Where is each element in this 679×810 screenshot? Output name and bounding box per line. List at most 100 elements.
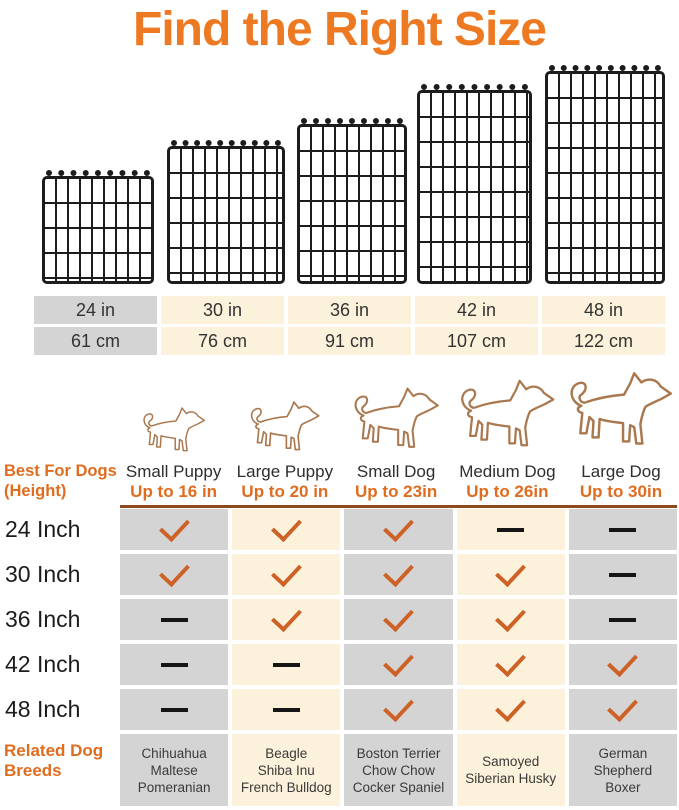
breed-line-1-2: French Bulldog (240, 779, 332, 795)
breed-line-4-2: Boxer (605, 779, 641, 795)
dash-icon (160, 617, 188, 622)
check-icon (607, 690, 639, 723)
dog-column-headers: Small Puppy Up to 16 in Large Puppy Up to … (120, 366, 677, 502)
small-dog-outline-icon (354, 387, 439, 448)
size-cell-cm-3: 107 cm (415, 327, 538, 355)
matrix-top-rule (120, 505, 677, 508)
dash-icon (272, 707, 300, 712)
matrix-cell-r2-c3 (456, 599, 565, 640)
dog-type-label-1: Large Puppy (236, 462, 334, 481)
dog-height-limit-4: Up to 30in (579, 482, 663, 501)
dog-column-1: Large Puppy Up to 20 in (231, 366, 338, 502)
matrix-cell-r3-c4 (568, 644, 677, 685)
matrix-cell-r3-c2 (344, 644, 453, 685)
check-icon (270, 510, 302, 543)
dash-icon (160, 707, 188, 712)
check-icon (383, 600, 414, 633)
dash-icon (609, 527, 637, 532)
size-table: 24 in 30 in 36 in 42 in 48 in 61 cm 76 cm 91 cm… (34, 296, 665, 355)
dog-type-label-3: Medium Dog (459, 462, 556, 481)
matrix-cell-r2-c4 (568, 599, 677, 640)
medium-dog-outline-icon (456, 366, 559, 462)
wire-crate-panel-icon-36in (297, 118, 407, 284)
breed-line-2-2: Cocker Spaniel (352, 779, 445, 795)
matrix-cell-r4-c3 (456, 689, 565, 730)
related-breeds-row: Chihuahua Maltese Pomeranian Beagle Shiba In… (120, 734, 677, 806)
dog-type-label-4: Large Dog (581, 462, 661, 481)
matrix-cell-r1-c3 (456, 554, 565, 595)
dog-column-2: Small Dog Up to 23in (343, 366, 450, 502)
row-label-48-inch: 48 Inch (5, 696, 81, 722)
breed-line-2-1: Chow Chow (362, 762, 435, 778)
check-icon (607, 645, 639, 678)
matrix-cell-r1-c0 (120, 554, 229, 595)
wire-crate-panel-icon-42in (417, 84, 532, 284)
crate-size-row-labels: 24 Inch 30 Inch 36 Inch 42 Inch 48 Inch (5, 509, 80, 730)
matrix-cell-r3-c0 (120, 644, 229, 685)
size-cell-inches-1: 30 in (161, 296, 284, 324)
large-puppy-outline-icon (250, 401, 320, 451)
small-puppy-outline-icon (140, 366, 208, 462)
matrix-cell-r4-c1 (232, 689, 341, 730)
breed-line-0-2: Pomeranian (137, 779, 211, 795)
dash-icon (272, 662, 300, 667)
matrix-cell-r0-c0 (120, 509, 229, 550)
breed-cell-1: Beagle Shiba Inu French Bulldog (232, 734, 341, 806)
best-for-dogs-label-line1: Best For Dogs (4, 462, 117, 480)
matrix-cell-r0-c4 (568, 509, 677, 550)
row-label-42-inch: 42 Inch (5, 651, 81, 677)
breed-line-0-1: Maltese (150, 762, 198, 778)
row-label-36-inch: 36 Inch (5, 606, 81, 632)
dash-icon (497, 527, 525, 532)
related-breeds-label-line1: Related Dog (4, 741, 104, 760)
breed-line-3-0: Samoyed (482, 754, 540, 769)
large-dog-outline-icon (570, 372, 673, 445)
dog-type-label-2: Small Dog (356, 462, 436, 481)
medium-dog-outline-icon (461, 379, 555, 447)
dog-column-0: Small Puppy Up to 16 in (120, 366, 227, 502)
large-dog-outline-icon (565, 366, 677, 462)
matrix-cell-r4-c2 (344, 689, 453, 730)
wire-crate-panel-icon-48in (545, 65, 665, 284)
wire-crate-panel-icon-24in (42, 170, 154, 284)
size-cell-inches-2: 36 in (288, 296, 411, 324)
breed-line-4-0: German (598, 745, 648, 761)
check-icon (495, 690, 527, 723)
check-icon (383, 555, 414, 588)
breed-cell-3: Samoyed Siberian Husky (456, 734, 565, 806)
matrix-cell-r4-c0 (120, 689, 229, 730)
large-puppy-outline-icon (247, 366, 323, 462)
breed-line-4-1: Shepherd (593, 762, 653, 778)
breed-cell-2: Boston Terrier Chow Chow Cocker Spaniel (344, 734, 453, 806)
dash-icon (609, 617, 637, 622)
size-cell-inches-3: 42 in (415, 296, 538, 324)
compatibility-matrix (120, 509, 677, 730)
dog-column-3: Medium Dog Up to 26in (454, 366, 561, 502)
size-cell-inches-4: 48 in (542, 296, 665, 324)
check-icon (383, 690, 414, 723)
breed-line-3-1: Siberian Husky (465, 771, 557, 786)
breed-cell-0: Chihuahua Maltese Pomeranian (120, 734, 229, 806)
row-label-24-inch: 24 Inch (5, 516, 81, 542)
check-icon (495, 645, 527, 678)
breed-cell-4: German Shepherd Boxer (568, 734, 677, 806)
matrix-cell-r2-c0 (120, 599, 229, 640)
check-icon (270, 600, 302, 633)
breed-line-1-0: Beagle (265, 745, 308, 761)
matrix-cell-r3-c3 (456, 644, 565, 685)
matrix-cell-r2-c2 (344, 599, 453, 640)
dog-height-limit-0: Up to 16 in (130, 482, 218, 501)
matrix-cell-r1-c4 (568, 554, 677, 595)
best-for-dogs-label-line2: (Height) (4, 482, 67, 500)
check-icon (495, 600, 527, 633)
check-icon (383, 645, 414, 678)
matrix-cell-r3-c1 (232, 644, 341, 685)
small-dog-outline-icon (350, 366, 443, 462)
matrix-cell-r0-c3 (456, 509, 565, 550)
best-for-dogs-label: Best For Dogs (Height) (4, 461, 124, 501)
size-cell-cm-1: 76 cm (161, 327, 284, 355)
matrix-cell-r0-c2 (344, 509, 453, 550)
check-icon (270, 555, 302, 588)
matrix-cell-r1-c1 (232, 554, 341, 595)
page-title: Find the Right Size (133, 3, 547, 56)
